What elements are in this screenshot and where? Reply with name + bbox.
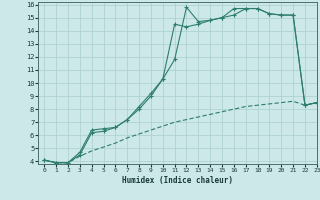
X-axis label: Humidex (Indice chaleur): Humidex (Indice chaleur) bbox=[122, 176, 233, 185]
